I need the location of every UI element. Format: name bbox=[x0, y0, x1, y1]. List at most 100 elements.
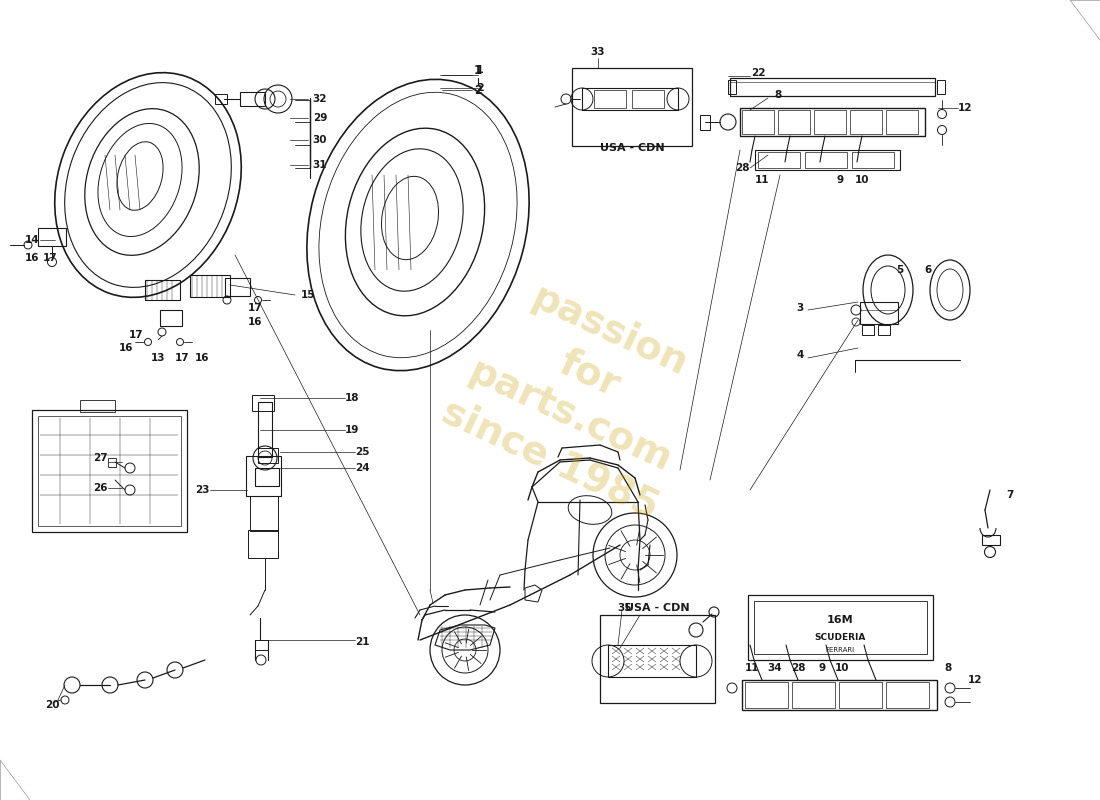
Text: 2: 2 bbox=[474, 83, 482, 97]
Bar bbox=[246, 456, 280, 496]
Text: 35: 35 bbox=[618, 603, 632, 613]
Bar bbox=[745, 682, 788, 708]
Bar bbox=[982, 535, 1000, 545]
Text: 20: 20 bbox=[45, 700, 59, 710]
Text: 4: 4 bbox=[796, 350, 804, 360]
Bar bbox=[792, 682, 835, 708]
Text: 8: 8 bbox=[945, 663, 952, 673]
Text: USA - CDN: USA - CDN bbox=[625, 603, 690, 613]
Text: 13: 13 bbox=[151, 353, 165, 363]
Text: 5: 5 bbox=[896, 265, 903, 275]
Text: 27: 27 bbox=[92, 453, 108, 463]
Bar bbox=[594, 90, 626, 108]
Bar bbox=[39, 228, 66, 246]
Bar bbox=[742, 680, 937, 710]
Bar bbox=[878, 325, 890, 335]
Bar bbox=[32, 410, 187, 532]
Text: 34: 34 bbox=[768, 663, 782, 673]
Text: passion
for
parts.com
since 1985: passion for parts.com since 1985 bbox=[436, 264, 724, 526]
Bar bbox=[862, 325, 874, 335]
Bar bbox=[255, 468, 279, 486]
Text: 1: 1 bbox=[476, 65, 484, 75]
Text: 19: 19 bbox=[344, 425, 360, 435]
Bar bbox=[728, 80, 736, 94]
Text: 17: 17 bbox=[248, 303, 262, 313]
Bar bbox=[814, 110, 846, 134]
Text: 11: 11 bbox=[755, 175, 769, 185]
Text: 7: 7 bbox=[1006, 490, 1014, 500]
Bar bbox=[755, 150, 900, 170]
Text: 16: 16 bbox=[248, 317, 262, 327]
Text: 21: 21 bbox=[354, 637, 370, 647]
Bar bbox=[758, 152, 800, 168]
Bar bbox=[108, 458, 115, 467]
Bar bbox=[608, 645, 696, 677]
Bar bbox=[886, 110, 918, 134]
Text: 9: 9 bbox=[836, 175, 844, 185]
Bar bbox=[600, 615, 715, 703]
Text: 29: 29 bbox=[312, 113, 327, 123]
Bar bbox=[748, 595, 933, 660]
Bar bbox=[805, 152, 847, 168]
Text: 10: 10 bbox=[855, 175, 869, 185]
Text: 30: 30 bbox=[312, 135, 328, 145]
Bar bbox=[214, 94, 227, 104]
Bar bbox=[850, 110, 882, 134]
Bar bbox=[937, 80, 945, 94]
Bar bbox=[258, 448, 278, 463]
Bar bbox=[252, 395, 274, 411]
Bar bbox=[572, 68, 692, 146]
Text: 16: 16 bbox=[24, 253, 40, 263]
Bar bbox=[80, 400, 116, 412]
Text: 10: 10 bbox=[835, 663, 849, 673]
Text: 6: 6 bbox=[924, 265, 932, 275]
Text: 28: 28 bbox=[735, 163, 749, 173]
Bar bbox=[839, 682, 882, 708]
Text: 16: 16 bbox=[195, 353, 209, 363]
Bar bbox=[742, 110, 774, 134]
Text: 12: 12 bbox=[958, 103, 972, 113]
Text: 1: 1 bbox=[474, 63, 482, 77]
Text: 17: 17 bbox=[43, 253, 57, 263]
Text: 12: 12 bbox=[968, 675, 982, 685]
Text: 16: 16 bbox=[119, 343, 133, 353]
Bar bbox=[240, 92, 265, 106]
Bar bbox=[145, 280, 180, 300]
Text: 28: 28 bbox=[791, 663, 805, 673]
Text: 33: 33 bbox=[591, 47, 605, 57]
Text: USA - CDN: USA - CDN bbox=[600, 143, 664, 153]
Text: 11: 11 bbox=[745, 663, 759, 673]
Text: 26: 26 bbox=[92, 483, 108, 493]
Text: 17: 17 bbox=[175, 353, 189, 363]
Text: 16M: 16M bbox=[827, 615, 854, 625]
Bar bbox=[632, 90, 664, 108]
Text: 2: 2 bbox=[476, 83, 484, 93]
Bar bbox=[226, 278, 250, 296]
Text: 14: 14 bbox=[24, 235, 40, 245]
Text: 15: 15 bbox=[300, 290, 316, 300]
Text: 18: 18 bbox=[344, 393, 360, 403]
Text: 31: 31 bbox=[312, 160, 328, 170]
Text: 25: 25 bbox=[354, 447, 370, 457]
Bar bbox=[39, 416, 182, 526]
Bar bbox=[778, 110, 810, 134]
Bar bbox=[250, 496, 278, 531]
Bar bbox=[258, 402, 272, 457]
Bar bbox=[700, 115, 710, 130]
Text: 17: 17 bbox=[129, 330, 143, 340]
Text: 9: 9 bbox=[818, 663, 826, 673]
Text: 32: 32 bbox=[312, 94, 328, 104]
Bar bbox=[730, 78, 935, 96]
Text: SCUDERIA: SCUDERIA bbox=[814, 634, 866, 642]
Text: 3: 3 bbox=[796, 303, 804, 313]
Bar bbox=[852, 152, 894, 168]
Bar bbox=[754, 601, 927, 654]
Bar bbox=[886, 682, 929, 708]
Text: 8: 8 bbox=[774, 90, 782, 100]
Bar bbox=[248, 530, 278, 558]
Text: 22: 22 bbox=[750, 68, 766, 78]
Text: FERRARI: FERRARI bbox=[825, 647, 855, 653]
Bar bbox=[740, 108, 925, 136]
Bar bbox=[860, 302, 898, 324]
Bar bbox=[190, 275, 230, 297]
